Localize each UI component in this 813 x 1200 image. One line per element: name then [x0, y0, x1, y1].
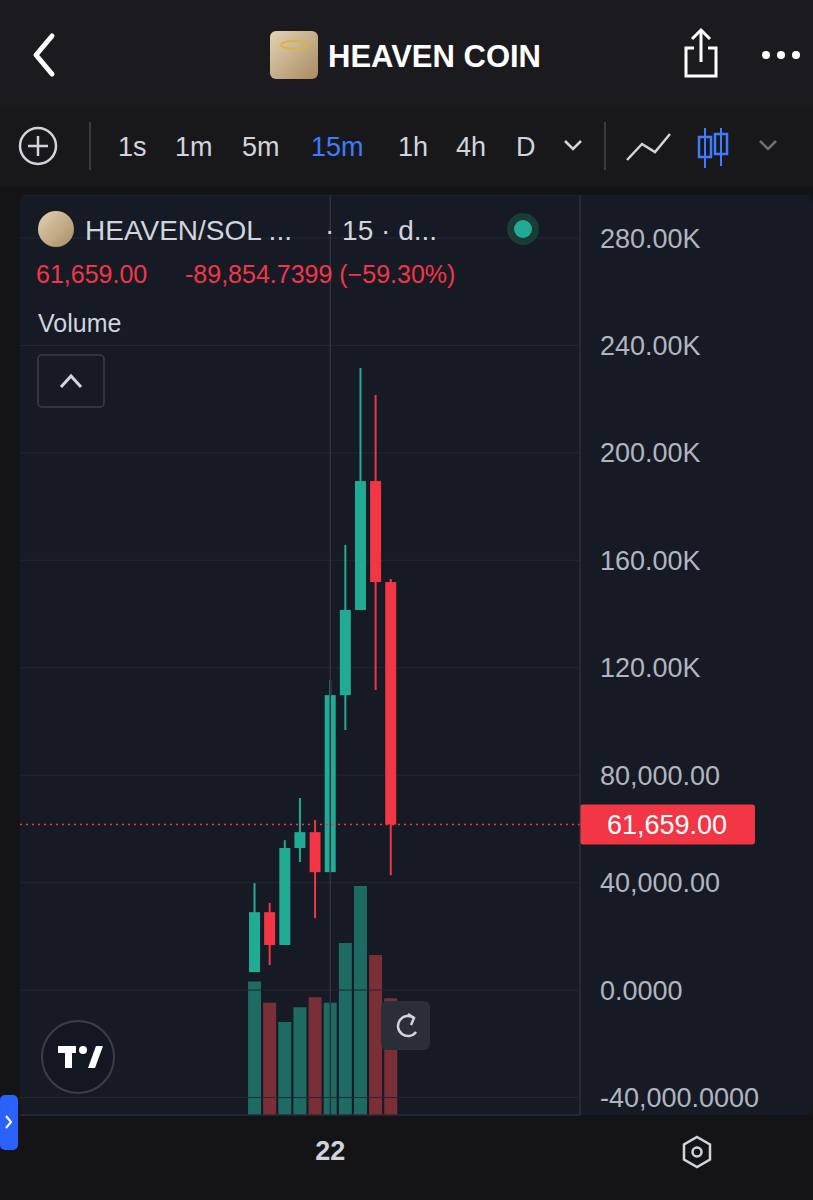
svg-text:22: 22: [315, 1136, 345, 1166]
svg-text:HEAVEN/SOL ...: HEAVEN/SOL ...: [85, 215, 292, 246]
svg-text:Volume: Volume: [38, 309, 121, 337]
svg-text:120.00K: 120.00K: [600, 653, 701, 683]
svg-text:1h: 1h: [398, 132, 428, 162]
svg-text:240.00K: 240.00K: [600, 331, 701, 361]
svg-text:61,659.00: 61,659.00: [607, 810, 727, 840]
svg-text:1s: 1s: [118, 132, 147, 162]
svg-text:· 15 · d...: · 15 · d...: [325, 215, 437, 246]
svg-text:61,659.00: 61,659.00: [36, 260, 147, 288]
svg-text:160.00K: 160.00K: [600, 546, 701, 576]
svg-text:1m: 1m: [175, 132, 213, 162]
svg-text:40,000.00: 40,000.00: [600, 868, 720, 898]
svg-text:HEAVEN COIN: HEAVEN COIN: [328, 39, 541, 74]
svg-text:15m: 15m: [311, 132, 364, 162]
svg-text:80,000.00: 80,000.00: [600, 761, 720, 791]
svg-text:-40,000.0000: -40,000.0000: [600, 1083, 759, 1113]
svg-text:0.0000: 0.0000: [600, 976, 683, 1006]
svg-text:280.00K: 280.00K: [600, 224, 701, 254]
svg-text:D: D: [516, 132, 536, 162]
svg-text:200.00K: 200.00K: [600, 438, 701, 468]
svg-text:4h: 4h: [456, 132, 486, 162]
svg-text:5m: 5m: [242, 132, 280, 162]
svg-text:-89,854.7399 (−59.30%): -89,854.7399 (−59.30%): [185, 260, 455, 288]
